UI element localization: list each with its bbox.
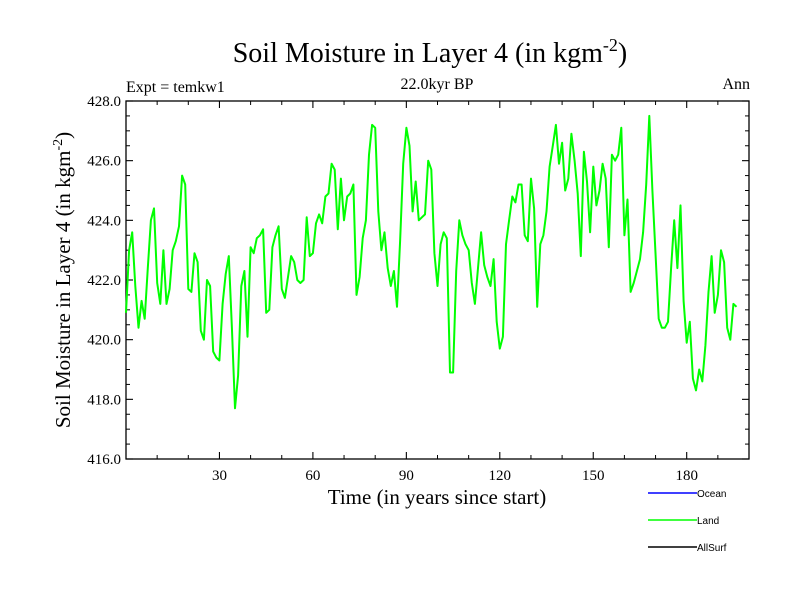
chart-title: Soil Moisture in Layer 4 (in kgm-2) <box>233 35 628 69</box>
y-axis-label: Soil Moisture in Layer 4 (in kgm-2) <box>51 132 75 428</box>
y-tick-label: 420.0 <box>87 333 121 349</box>
x-tick-label: 90 <box>399 468 414 484</box>
axis-ticks: 416.0 418.0 420.0 422.0 424.0 426.0 428.0 30 60 9… <box>87 94 749 484</box>
legend: Ocean Land AllSurf <box>648 489 727 554</box>
experiment-label: Expt = temkw1 <box>126 79 225 96</box>
x-tick-label: 120 <box>489 468 512 484</box>
x-tick-label: 60 <box>305 468 320 484</box>
data-series <box>125 114 738 410</box>
chart-subtitle: 22.0kyr BP <box>401 76 474 93</box>
season-label: Ann <box>722 76 750 93</box>
y-tick-label: 426.0 <box>87 154 121 170</box>
x-tick-label: 180 <box>675 468 698 484</box>
x-axis-label: Time (in years since start) <box>328 485 547 509</box>
legend-label-ocean: Ocean <box>697 489 726 500</box>
y-tick-label: 422.0 <box>87 273 121 289</box>
x-tick-label: 30 <box>212 468 227 484</box>
legend-label-land: Land <box>697 516 719 527</box>
y-tick-label: 424.0 <box>87 213 121 229</box>
legend-label-allsurf: AllSurf <box>697 543 727 554</box>
y-tick-label: 416.0 <box>87 452 121 468</box>
x-tick-label: 150 <box>582 468 605 484</box>
series-line-land <box>125 114 738 410</box>
y-tick-label: 428.0 <box>87 94 121 110</box>
y-tick-label: 418.0 <box>87 392 121 408</box>
